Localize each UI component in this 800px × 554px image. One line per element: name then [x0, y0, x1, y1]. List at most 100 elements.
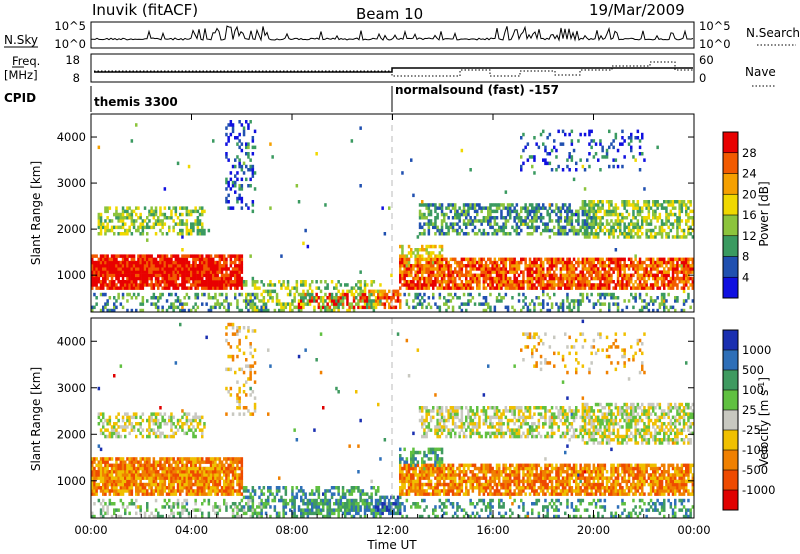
power-cell	[458, 276, 461, 281]
power-cell	[275, 292, 279, 297]
velocity-cell	[229, 492, 233, 496]
velocity-cell	[201, 466, 204, 471]
power-cell	[352, 305, 356, 310]
power-cell	[469, 264, 472, 268]
velocity-cell	[102, 422, 105, 426]
power-cell	[669, 260, 673, 265]
power-cell	[473, 302, 477, 306]
power-cell	[553, 145, 556, 150]
velocity-cell	[132, 425, 136, 429]
power-cell	[520, 257, 523, 262]
velocity-cell	[194, 463, 197, 468]
velocity-cell	[183, 457, 186, 461]
power-cell	[225, 177, 228, 182]
power-cell	[632, 286, 635, 290]
velocity-cell	[214, 470, 217, 474]
power-cell	[557, 308, 560, 313]
velocity-cell	[161, 479, 164, 484]
power-cell	[572, 280, 576, 284]
velocity-cell	[198, 428, 202, 432]
power-cell	[146, 299, 149, 303]
power-cell	[223, 273, 226, 278]
power-cell	[236, 264, 239, 268]
power-cell	[216, 270, 219, 274]
power-cell	[581, 270, 585, 274]
power-cell	[484, 264, 488, 268]
velocity-cell	[117, 482, 120, 487]
power-cell	[652, 209, 655, 214]
power-cell	[97, 264, 101, 268]
velocity-cell	[198, 508, 202, 512]
noise-panel-frame	[90, 21, 695, 49]
power-cell	[251, 171, 255, 175]
power-cell	[484, 276, 488, 281]
power-cell	[216, 276, 219, 281]
power-cell	[212, 139, 215, 143]
power-cell	[526, 283, 530, 287]
power-cell	[416, 276, 420, 281]
power-cell	[121, 216, 125, 220]
power-cell	[229, 123, 233, 127]
power-cell	[190, 222, 193, 226]
power-cell	[520, 155, 523, 159]
power-cell	[623, 232, 626, 236]
power-cell	[192, 254, 195, 258]
power-cell	[504, 292, 508, 297]
power-cell	[548, 270, 552, 274]
power-cell	[181, 232, 184, 236]
power-cell	[592, 264, 596, 268]
power-cell	[218, 286, 222, 290]
power-cell	[636, 260, 640, 265]
power-cell	[176, 254, 180, 258]
power-cell	[592, 283, 596, 287]
velocity-cell	[110, 486, 114, 490]
velocity-cell	[220, 460, 224, 464]
power-cell	[511, 296, 514, 300]
power-cell	[174, 292, 178, 297]
power-cell	[102, 225, 105, 230]
velocity-cell	[225, 505, 228, 509]
power-cell	[154, 270, 158, 274]
power-cell	[152, 264, 156, 268]
power-cell	[363, 292, 367, 297]
power-cell	[583, 212, 587, 217]
power-cell	[458, 219, 461, 223]
power-cell	[205, 286, 208, 290]
power-cell	[506, 270, 510, 274]
power-cell	[500, 299, 503, 303]
velocity-cell	[143, 486, 147, 490]
power-cell	[330, 302, 334, 306]
power-cell	[196, 209, 200, 214]
power-cell	[187, 276, 191, 281]
velocity-cell	[192, 463, 195, 468]
power-cell	[689, 264, 692, 268]
power-cell	[445, 264, 448, 268]
power-cell	[592, 212, 596, 217]
power-cell	[614, 302, 618, 306]
power-cell	[357, 286, 360, 290]
power-cell	[108, 228, 112, 233]
power-cell	[654, 232, 657, 236]
power-cell	[97, 280, 101, 284]
power-cell	[495, 273, 499, 278]
power-cell	[480, 273, 483, 278]
power-cell	[458, 270, 461, 274]
power-cell	[456, 286, 459, 290]
velocity-cell	[227, 390, 230, 394]
power-cell	[669, 283, 673, 287]
power-cell	[227, 276, 230, 281]
power-cell	[440, 206, 444, 210]
power-cell	[588, 280, 591, 284]
velocity-cell	[194, 418, 197, 423]
power-cell	[663, 308, 666, 313]
power-cell	[291, 308, 294, 313]
velocity-cell	[159, 457, 162, 461]
power-cell	[438, 280, 442, 284]
power-cell	[491, 216, 494, 220]
noise-right-tick-bottom: 10^0	[699, 37, 731, 51]
power-cell	[429, 203, 433, 207]
power-cell	[196, 292, 200, 297]
power-cell	[429, 273, 433, 278]
power-cell	[636, 276, 640, 281]
power-cell	[597, 257, 600, 262]
